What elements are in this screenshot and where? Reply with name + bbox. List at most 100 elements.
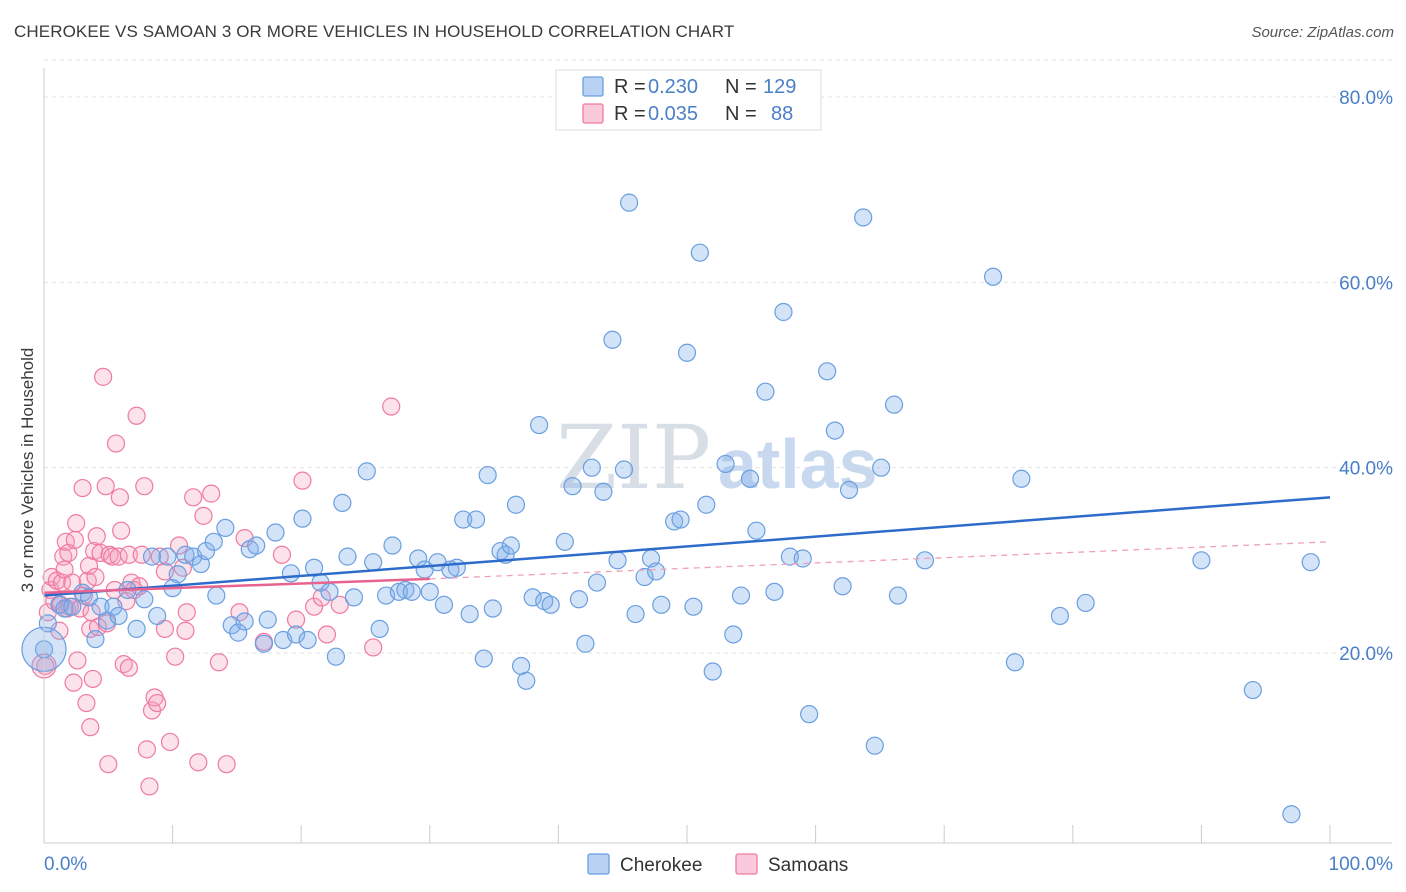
cherokee-point xyxy=(671,510,690,529)
cherokee-point xyxy=(647,562,666,581)
cherokee-point xyxy=(389,582,409,601)
cherokee-point xyxy=(825,421,844,440)
cherokee-point xyxy=(541,595,560,614)
cherokee-point xyxy=(888,586,908,605)
samoans-point xyxy=(106,434,126,453)
watermark-zip: ZIP xyxy=(556,406,711,509)
cherokee-point xyxy=(402,582,421,601)
samoans-point xyxy=(85,541,104,561)
samoans-point xyxy=(177,603,196,622)
cherokee-point xyxy=(594,482,613,501)
cherokee-point xyxy=(854,208,873,227)
cherokee-point xyxy=(320,582,339,601)
samoans-point xyxy=(330,595,349,614)
cherokee-point xyxy=(258,610,277,629)
cherokee-point xyxy=(286,625,306,644)
cherokee-point xyxy=(614,460,634,479)
cherokee-point xyxy=(344,588,364,607)
cherokee-point xyxy=(207,586,226,605)
cherokee-point xyxy=(587,573,607,592)
samoans-point xyxy=(137,740,156,759)
cherokee-point xyxy=(104,597,123,616)
cherokee-point xyxy=(506,495,526,514)
cherokee-point xyxy=(127,619,146,639)
cherokee-point xyxy=(148,606,167,626)
cherokee-point xyxy=(326,647,346,666)
cherokee-point xyxy=(447,558,466,577)
cherokee-point xyxy=(884,395,904,414)
stats-box: R = 0.230 N = 129 R = 0.035 N = 88 xyxy=(555,69,822,131)
legend-label-samoans: Samoans xyxy=(768,855,848,876)
samoans-point xyxy=(119,658,138,677)
cherokee-point xyxy=(254,634,274,653)
cherokee-point xyxy=(872,458,891,477)
cherokee-trend-line xyxy=(43,496,1331,597)
cherokee-point xyxy=(765,582,784,601)
samoans-point xyxy=(304,597,324,616)
cherokee-point xyxy=(703,662,722,681)
cherokee-point xyxy=(716,454,735,474)
stats-r-label-cherokee: R = xyxy=(614,76,646,98)
samoans-point xyxy=(110,488,129,507)
samoans-point xyxy=(112,521,131,540)
samoans-point xyxy=(67,514,86,533)
samoans-point xyxy=(209,653,228,672)
cherokee-point xyxy=(247,536,266,555)
stats-n-label-cherokee: N = xyxy=(725,76,757,98)
cherokee-point xyxy=(466,510,486,529)
cherokee-point xyxy=(364,553,383,572)
cherokee-point xyxy=(420,582,439,601)
cherokee-point xyxy=(474,649,493,668)
cherokee-point xyxy=(204,532,223,551)
cherokee-point xyxy=(576,634,595,653)
samoans-point xyxy=(56,532,75,551)
cherokee-point xyxy=(483,599,502,618)
samoans-point xyxy=(160,732,180,752)
cherokee-point xyxy=(383,536,402,555)
cherokee-point xyxy=(298,630,317,650)
cherokee-point xyxy=(1282,805,1301,824)
samoans-trend-extension xyxy=(429,541,1331,580)
samoans-point xyxy=(272,545,292,564)
stats-swatch-samoans xyxy=(582,103,604,124)
cherokee-point xyxy=(865,736,884,755)
samoans-point xyxy=(135,477,154,496)
samoans-point xyxy=(166,647,185,666)
cherokee-point xyxy=(793,549,812,568)
cherokee-point xyxy=(109,606,128,626)
cherokee-point xyxy=(135,590,154,609)
cherokee-point xyxy=(677,343,697,362)
cherokee-point xyxy=(266,523,285,542)
samoans-point xyxy=(140,777,159,796)
legend-swatch-cherokee xyxy=(587,853,610,875)
cherokee-point xyxy=(747,521,766,540)
cherokee-point xyxy=(338,547,357,566)
samoans-point xyxy=(127,406,146,425)
cherokee-point xyxy=(357,462,376,481)
cherokee-point xyxy=(229,623,248,642)
samoans-point xyxy=(286,610,306,629)
samoans-point xyxy=(202,484,221,503)
watermark: ZIP atlas xyxy=(556,406,878,509)
x-tick-label-max: 100.0% xyxy=(1329,854,1394,875)
samoans-point xyxy=(382,397,401,416)
cherokee-point xyxy=(731,586,751,605)
stats-n-value-samoans: 88 xyxy=(771,103,793,125)
cherokee-point xyxy=(396,580,415,600)
cherokee-point xyxy=(690,243,709,262)
cherokee-point xyxy=(216,518,235,538)
cherokee-point xyxy=(293,509,312,528)
samoans-point xyxy=(184,488,203,507)
cherokee-point xyxy=(370,619,389,639)
samoans-point xyxy=(73,478,92,498)
cherokee-point xyxy=(1005,653,1025,672)
y-tick-label: 40.0% xyxy=(1339,459,1393,480)
samoans-point xyxy=(83,669,102,689)
cherokee-point xyxy=(333,493,352,512)
legend: Cherokee Samoans xyxy=(587,853,848,876)
cherokee-point xyxy=(235,612,254,631)
cherokee-point xyxy=(620,193,639,212)
stats-swatch-cherokee xyxy=(582,76,604,97)
legend-swatch-samoans xyxy=(735,853,758,875)
